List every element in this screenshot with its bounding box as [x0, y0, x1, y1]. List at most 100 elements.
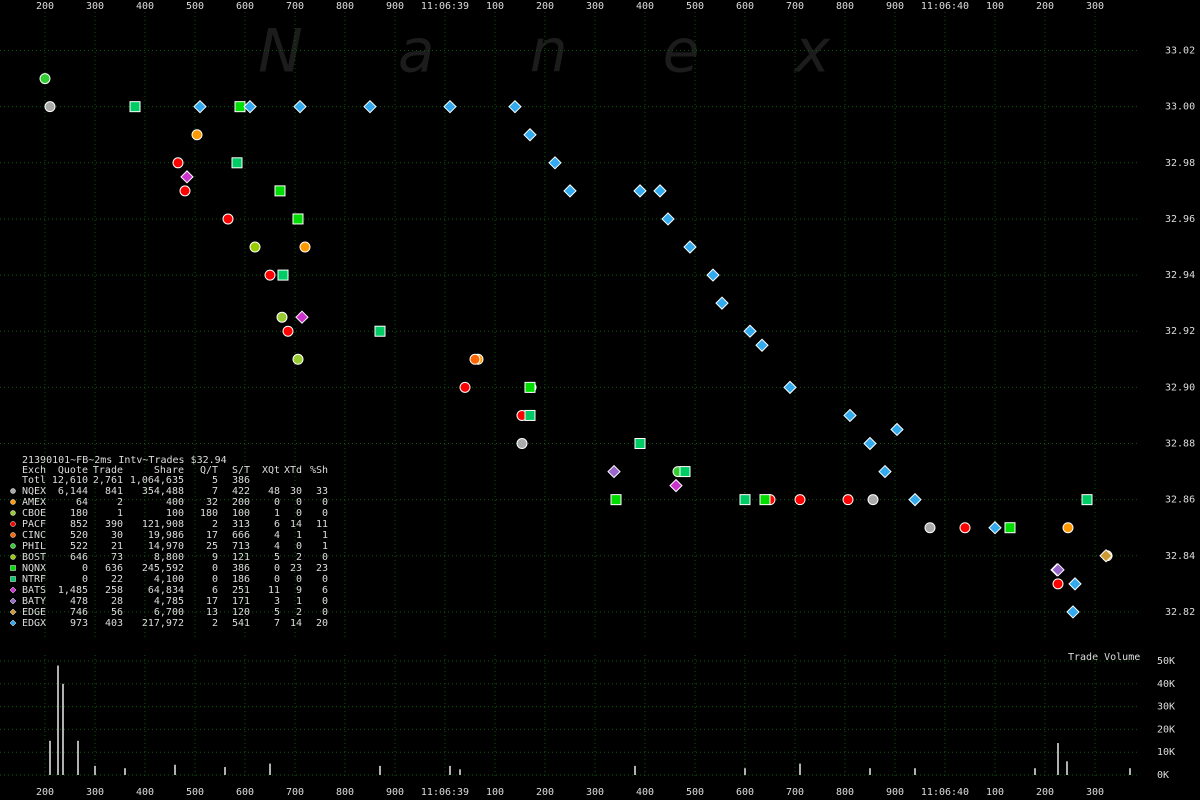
legend-marker [9, 619, 17, 627]
legend-label: BATY [22, 596, 46, 607]
y-tick-label: 32.88 [1165, 439, 1195, 450]
trade-point [524, 381, 536, 393]
trade-point [231, 157, 243, 169]
table-cell: 9 [296, 585, 302, 596]
trade-point [243, 99, 257, 114]
volume-bar [914, 768, 916, 775]
x-tick-label: 100 [486, 787, 504, 798]
table-cell: 390 [105, 519, 123, 530]
trade-point [1052, 578, 1064, 590]
column-header: %Sh [310, 465, 328, 476]
trade-point [878, 464, 892, 479]
volume-bar [449, 765, 451, 775]
y-tick-label: 32.94 [1165, 270, 1195, 281]
legend-marker [10, 565, 16, 571]
trade-point [548, 156, 562, 170]
table-cell: 0 [82, 563, 88, 574]
table-cell: 1 [322, 530, 328, 541]
table-cell: 180 [200, 508, 218, 519]
column-header: Quote [58, 465, 88, 476]
table-cell: 0 [274, 574, 280, 585]
table-cell: 14 [290, 519, 302, 530]
trade-point [842, 494, 854, 506]
table-cell: 1,485 [58, 585, 88, 596]
total-cell: 12,610 [52, 475, 88, 486]
table-cell: 30 [290, 486, 302, 497]
trade-point [633, 184, 647, 198]
table-cell: 0 [274, 497, 280, 508]
legend-label: BOST [22, 552, 46, 563]
trade-point [890, 422, 904, 437]
table-cell: 841 [105, 486, 123, 497]
x-tick-label: 200 [36, 787, 54, 798]
x-tick-label: 300 [1086, 787, 1104, 798]
table-cell: 7 [212, 486, 218, 497]
table-cell: 64 [76, 497, 88, 508]
table-cell: 354,488 [142, 486, 184, 497]
table-cell: 14,970 [148, 541, 184, 552]
trade-point [443, 99, 457, 114]
x-tick-label: 600 [236, 787, 254, 798]
volume-bar [94, 765, 96, 775]
table-cell: 1 [296, 530, 302, 541]
x-tick-label: 11:06:40 [921, 787, 969, 798]
volume-bar [269, 763, 271, 775]
trade-point [1051, 563, 1065, 577]
trade-point [292, 353, 304, 365]
table-cell: 20 [316, 618, 328, 629]
table-cell: 541 [232, 618, 250, 629]
trade-point [277, 269, 289, 281]
y-tick-label: 33.00 [1165, 102, 1195, 113]
volume-bar [744, 768, 746, 775]
trade-point [988, 521, 1002, 535]
table-cell: 48 [268, 486, 280, 497]
table-cell: 258 [105, 585, 123, 596]
table-cell: 120 [232, 607, 250, 618]
total-cell: 1,064,635 [130, 475, 184, 486]
table-cell: 186 [232, 574, 250, 585]
table-cell: 313 [232, 519, 250, 530]
table-cell: 23 [316, 563, 328, 574]
table-cell: 121,908 [142, 519, 184, 530]
x-tick-label: 11:06:40 [921, 1, 969, 12]
table-cell: 2 [212, 618, 218, 629]
y-tick-label: 40K [1157, 679, 1175, 690]
trade-point [222, 213, 234, 225]
x-tick-label: 700 [786, 787, 804, 798]
table-cell: 0 [296, 508, 302, 519]
x-tick-label: 400 [636, 787, 654, 798]
table-cell: 0 [296, 574, 302, 585]
table-cell: 0 [322, 596, 328, 607]
x-tick-label: 900 [886, 1, 904, 12]
x-tick-label: 800 [836, 787, 854, 798]
volume-bar [77, 740, 79, 775]
table-cell: 6 [322, 585, 328, 596]
legend-label: NQNX [22, 563, 46, 574]
volume-bar [1034, 768, 1036, 775]
table-cell: 520 [70, 530, 88, 541]
trade-point [563, 184, 577, 198]
x-tick-label: 800 [336, 787, 354, 798]
legend-label: EDGX [22, 618, 46, 629]
table-cell: 0 [322, 497, 328, 508]
legend-label: AMEX [22, 497, 46, 508]
table-cell: 0 [322, 508, 328, 519]
table-cell: 100 [166, 508, 184, 519]
trade-point [1099, 549, 1113, 563]
x-tick-label: 700 [286, 787, 304, 798]
trade-point [249, 241, 261, 253]
legend-label: EDGE [22, 607, 46, 618]
trade-point [843, 408, 857, 423]
legend-marker [10, 554, 16, 560]
trade-point [293, 99, 307, 114]
table-cell: 23 [290, 563, 302, 574]
x-tick-label: 600 [736, 787, 754, 798]
legend-marker [9, 597, 17, 605]
table-cell: 17 [206, 596, 218, 607]
table-cell: 180 [70, 508, 88, 519]
trade-point [794, 494, 806, 506]
table-cell: 403 [105, 618, 123, 629]
x-tick-label: 600 [736, 1, 754, 12]
trade-point [299, 241, 311, 253]
table-cell: 64,834 [148, 585, 184, 596]
